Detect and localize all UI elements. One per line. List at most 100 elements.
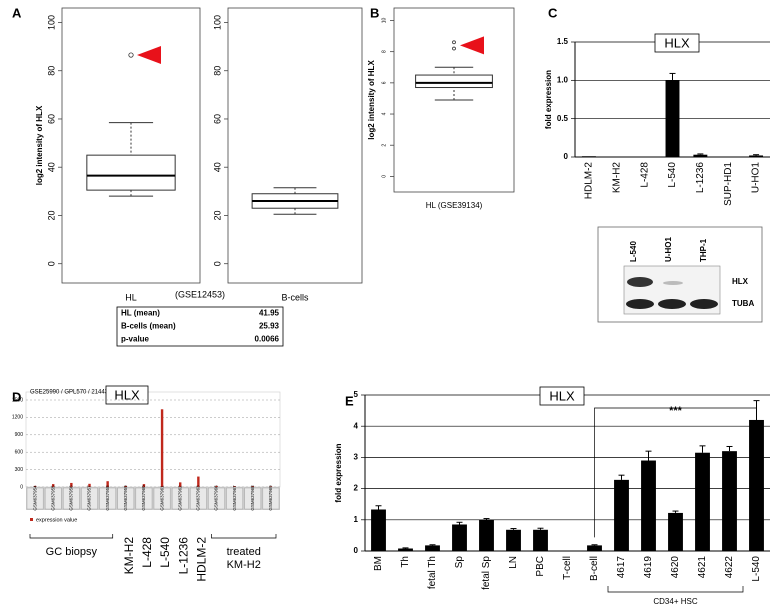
band-label: TUBA: [732, 299, 754, 308]
panel-letter: E: [345, 393, 354, 408]
bar: [506, 529, 521, 551]
y-axis-label: fold expression: [544, 70, 553, 129]
group-bracket: [211, 534, 277, 539]
y-tick-label: 60: [212, 114, 222, 124]
y-tick-label: 100: [46, 15, 56, 30]
bar: [425, 545, 440, 551]
title-box: [539, 386, 585, 406]
table-cell: B-cells (mean): [121, 322, 176, 331]
x-tick-label: L-540: [667, 162, 678, 188]
y-axis-label: log2 intensity of HLX: [35, 105, 44, 185]
x-tick-label: 4622: [724, 556, 735, 579]
y-tick-label: 1.0: [557, 75, 569, 84]
chart-title: HLX: [549, 388, 575, 403]
group-bracket: [607, 586, 744, 593]
sample-cell: [190, 487, 207, 510]
sample-cell: [117, 487, 135, 510]
significance-bracket: [594, 407, 757, 538]
x-tick-label: L-540: [751, 556, 762, 582]
y-tick-label: 100: [212, 15, 222, 30]
x-tick-label: GSM637963: [196, 485, 201, 511]
sample-cell: [63, 487, 80, 510]
x-tick-label: Sp: [454, 556, 465, 569]
y-tick-label: 1500: [12, 397, 23, 403]
bar: [269, 486, 273, 487]
x-tick-label: GSM637968: [250, 485, 255, 511]
band: [663, 281, 683, 285]
table-cell: 0.0066: [255, 335, 280, 344]
legend-label: expression value: [36, 517, 77, 523]
y-tick-label: 0: [381, 175, 387, 178]
bar: [197, 476, 200, 487]
plot-frame: [227, 7, 363, 284]
box: [415, 74, 493, 89]
band: [658, 299, 686, 309]
panel-letter: B: [370, 5, 379, 20]
x-tick-label: SUP-HD1: [723, 162, 734, 206]
bar: [160, 409, 164, 487]
bar: [398, 548, 413, 551]
x-tick-label: 4617: [616, 556, 627, 579]
bar: [581, 156, 596, 157]
group-label: GC biopsy: [46, 546, 98, 558]
x-tick-label: fetal Sp: [481, 556, 492, 590]
panel-letter: A: [12, 5, 22, 20]
y-tick-label: 40: [212, 162, 222, 172]
y-tick-label: 0: [20, 484, 23, 490]
bar: [142, 484, 146, 487]
group-label: L-428: [140, 537, 154, 568]
outlier: [128, 52, 134, 58]
y-tick-label: 80: [212, 66, 222, 76]
x-tick-label: GSM637957: [87, 485, 92, 511]
x-tick-label: GSM637956: [69, 485, 74, 511]
bar: [233, 486, 236, 487]
x-tick-label: GSM637955: [50, 485, 55, 511]
x-tick-label: 4619: [643, 556, 654, 579]
x-tick-label: BM: [373, 556, 384, 571]
band: [690, 299, 718, 309]
bar: [251, 486, 254, 487]
y-tick-label: 0.5: [557, 114, 569, 123]
y-tick-label: 0: [212, 261, 222, 266]
bar: [587, 545, 602, 551]
y-tick-label: 8: [381, 50, 387, 53]
table-cell: HL (mean): [121, 309, 160, 318]
sample-cell: [153, 487, 171, 510]
x-tick-label: U-HO1: [751, 162, 762, 194]
bar: [749, 155, 764, 157]
outlier: [452, 46, 456, 51]
sample-cell: [81, 487, 98, 510]
y-axis-label: fold expression: [334, 443, 343, 502]
y-tick-label: 80: [46, 66, 56, 76]
group-label: L-540: [158, 537, 172, 568]
group-label: HDLM-2: [195, 537, 209, 582]
x-tick-label: T-cell: [562, 556, 573, 580]
subtitle: GSE25990 / GPL570 / 214438_at: [30, 390, 120, 396]
table-frame: [116, 306, 284, 347]
arrow-marker: [460, 36, 484, 55]
y-tick-label: 0: [354, 546, 359, 555]
bar: [665, 80, 680, 157]
bar: [479, 519, 494, 551]
x-tick-label: GSM637958: [105, 485, 110, 511]
chart-title: HLX: [664, 35, 690, 50]
bar: [215, 485, 218, 487]
y-tick-label: 10: [381, 17, 387, 23]
y-tick-label: 300: [15, 467, 24, 473]
bar: [52, 484, 55, 487]
lane-label: L-540: [629, 241, 638, 262]
x-tick-label: 4621: [697, 556, 708, 579]
band: [626, 299, 654, 309]
plot-frame: [61, 7, 201, 284]
y-tick-label: 2: [381, 144, 387, 147]
panel-letter: D: [12, 389, 21, 404]
bar: [70, 482, 73, 487]
table-cell: 41.95: [259, 309, 280, 318]
y-tick-label: 20: [212, 210, 222, 220]
x-tick-label: KM-H2: [611, 162, 622, 194]
plot-frame: [393, 7, 515, 193]
sample-cell: [44, 487, 62, 510]
y-tick-label: 1200: [12, 415, 23, 421]
